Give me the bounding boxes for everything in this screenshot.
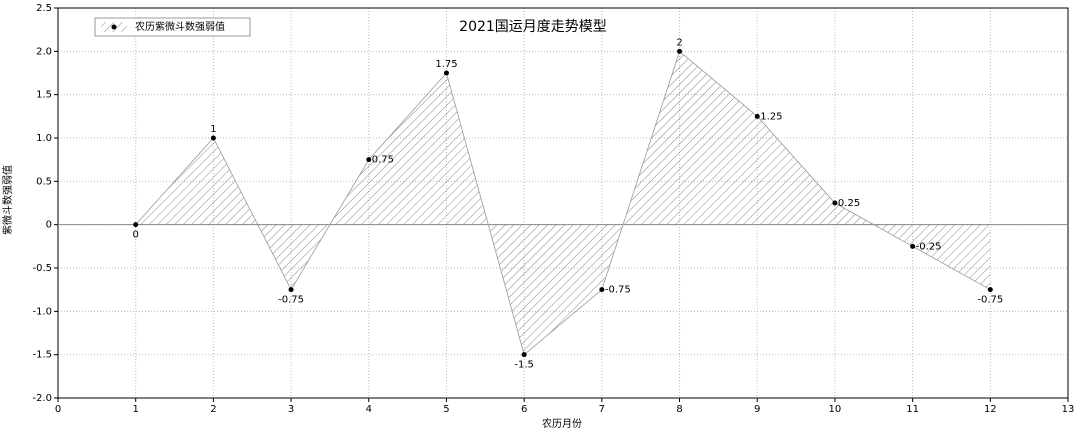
y-tick-label: 0.5 xyxy=(36,176,52,187)
data-label: 0.75 xyxy=(372,155,394,166)
data-label: -0.75 xyxy=(605,285,631,296)
point xyxy=(599,287,605,293)
data-label: -0.75 xyxy=(278,295,304,306)
y-tick-label: 1.0 xyxy=(36,133,52,144)
x-tick-label: 7 xyxy=(599,404,605,415)
point xyxy=(443,70,449,76)
x-tick-label: 12 xyxy=(984,404,997,415)
data-label: 0 xyxy=(133,230,139,241)
data-label: 1 xyxy=(210,124,216,135)
data-label: -0.75 xyxy=(977,295,1003,306)
point xyxy=(366,157,372,163)
x-tick-label: 11 xyxy=(906,404,919,415)
data-label: 1.25 xyxy=(760,111,782,122)
point xyxy=(754,113,760,119)
x-axis-label: 农历月份 xyxy=(542,417,582,430)
point xyxy=(677,48,683,54)
x-tick-label: 2 xyxy=(210,404,216,415)
y-tick-label: -0.5 xyxy=(32,263,52,274)
y-tick-label: -2.0 xyxy=(32,393,52,404)
x-tick-label: 6 xyxy=(521,404,527,415)
data-label: -0.25 xyxy=(916,241,942,252)
y-tick-label: -1.0 xyxy=(32,306,52,317)
y-axis-label: 紫微斗数强弱值 xyxy=(1,165,14,235)
chart-title: 2021国运月度走势模型 xyxy=(459,19,607,35)
y-tick-label: -1.5 xyxy=(32,350,52,361)
x-tick-label: 3 xyxy=(288,404,294,415)
x-tick-label: 9 xyxy=(754,404,760,415)
point xyxy=(288,287,294,293)
x-tick-label: 10 xyxy=(829,404,842,415)
point xyxy=(521,352,527,358)
line xyxy=(135,50,991,356)
x-tick-label: 1 xyxy=(133,404,139,415)
legend-marker xyxy=(111,24,117,30)
x-tick-label: 0 xyxy=(55,404,61,415)
x-tick-label: 8 xyxy=(676,404,682,415)
data-label: 1.75 xyxy=(435,59,457,70)
data-label: 0.25 xyxy=(838,198,860,209)
plot-frame xyxy=(57,7,1069,399)
x-tick-label: 13 xyxy=(1062,404,1075,415)
data-label: 2 xyxy=(676,37,682,48)
x-tick-label: 5 xyxy=(443,404,449,415)
point xyxy=(832,200,838,206)
y-tick-label: 1.5 xyxy=(36,90,52,101)
legend-box xyxy=(94,17,251,37)
point xyxy=(210,135,216,141)
point xyxy=(910,243,916,249)
point xyxy=(133,222,139,228)
y-tick-label: 2.0 xyxy=(36,46,52,57)
data-label: -1.5 xyxy=(514,360,534,371)
hatched-area xyxy=(135,51,991,355)
point xyxy=(987,287,993,293)
y-tick-label: 0 xyxy=(46,220,52,231)
x-tick-label: 4 xyxy=(366,404,372,415)
y-tick-label: 2.5 xyxy=(36,3,52,14)
legend-label: 农历紫微斗数强弱值 xyxy=(135,20,225,33)
